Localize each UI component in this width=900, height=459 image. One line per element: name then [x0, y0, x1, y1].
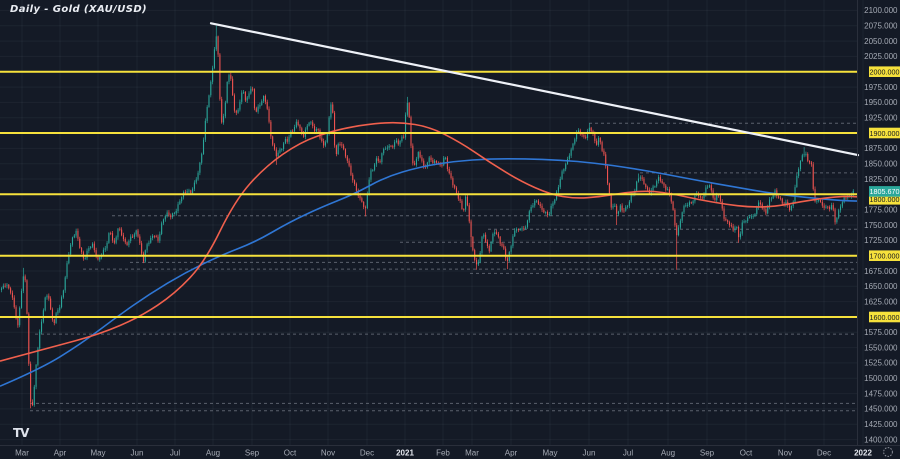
svg-text:1425.000: 1425.000 — [864, 420, 898, 429]
chart-legend-title[interactable]: Daily - Gold (XAU/USD) — [10, 4, 148, 15]
svg-text:Mar: Mar — [15, 449, 29, 458]
svg-text:Sep: Sep — [700, 449, 715, 458]
svg-text:2021: 2021 — [396, 449, 414, 458]
price-axis[interactable] — [858, 0, 900, 445]
svg-text:1700.000: 1700.000 — [870, 252, 900, 261]
svg-text:1575.000: 1575.000 — [864, 328, 898, 337]
svg-text:1625.000: 1625.000 — [864, 297, 898, 306]
svg-text:1800.000: 1800.000 — [870, 195, 900, 204]
svg-text:2050.000: 2050.000 — [864, 37, 898, 46]
svg-text:2075.000: 2075.000 — [864, 22, 898, 31]
svg-text:Dec: Dec — [817, 449, 831, 458]
svg-text:May: May — [90, 449, 105, 458]
svg-text:Nov: Nov — [321, 449, 335, 458]
svg-text:Aug: Aug — [206, 449, 220, 458]
svg-text:1400.000: 1400.000 — [864, 435, 898, 444]
svg-text:1675.000: 1675.000 — [864, 267, 898, 276]
svg-text:1900.000: 1900.000 — [870, 129, 900, 138]
svg-text:1925.000: 1925.000 — [864, 114, 898, 123]
svg-text:1525.000: 1525.000 — [864, 359, 898, 368]
svg-text:1975.000: 1975.000 — [864, 83, 898, 92]
svg-text:1650.000: 1650.000 — [864, 282, 898, 291]
svg-text:1825.000: 1825.000 — [864, 175, 898, 184]
svg-text:Jun: Jun — [131, 449, 144, 458]
svg-text:2022: 2022 — [854, 449, 872, 458]
svg-text:May: May — [542, 449, 557, 458]
svg-text:Apr: Apr — [505, 449, 518, 458]
svg-text:1450.000: 1450.000 — [864, 405, 898, 414]
svg-text:2025.000: 2025.000 — [864, 52, 898, 61]
svg-text:Mar: Mar — [465, 449, 479, 458]
svg-text:1805.670: 1805.670 — [870, 187, 900, 196]
time-axis[interactable] — [0, 446, 900, 459]
tradingview-logo[interactable]: TV — [13, 426, 30, 440]
svg-text:Feb: Feb — [436, 449, 450, 458]
svg-text:Sep: Sep — [245, 449, 260, 458]
svg-text:1500.000: 1500.000 — [864, 374, 898, 383]
svg-text:Nov: Nov — [778, 449, 792, 458]
svg-text:Aug: Aug — [661, 449, 675, 458]
svg-text:Jul: Jul — [623, 449, 633, 458]
svg-text:Jun: Jun — [583, 449, 596, 458]
clock-icon[interactable] — [881, 446, 895, 458]
svg-text:1775.000: 1775.000 — [864, 206, 898, 215]
svg-text:Jul: Jul — [170, 449, 180, 458]
svg-text:1950.000: 1950.000 — [864, 98, 898, 107]
svg-text:1750.000: 1750.000 — [864, 221, 898, 230]
svg-text:2000.000: 2000.000 — [870, 68, 900, 77]
svg-text:Oct: Oct — [284, 449, 297, 458]
svg-text:Oct: Oct — [740, 449, 753, 458]
svg-text:1550.000: 1550.000 — [864, 343, 898, 352]
svg-text:1725.000: 1725.000 — [864, 236, 898, 245]
svg-text:1475.000: 1475.000 — [864, 389, 898, 398]
svg-text:1600.000: 1600.000 — [870, 313, 900, 322]
svg-text:Dec: Dec — [360, 449, 374, 458]
svg-text:2100.000: 2100.000 — [864, 6, 898, 15]
svg-text:1875.000: 1875.000 — [864, 144, 898, 153]
svg-text:1850.000: 1850.000 — [864, 160, 898, 169]
svg-text:Apr: Apr — [54, 449, 67, 458]
